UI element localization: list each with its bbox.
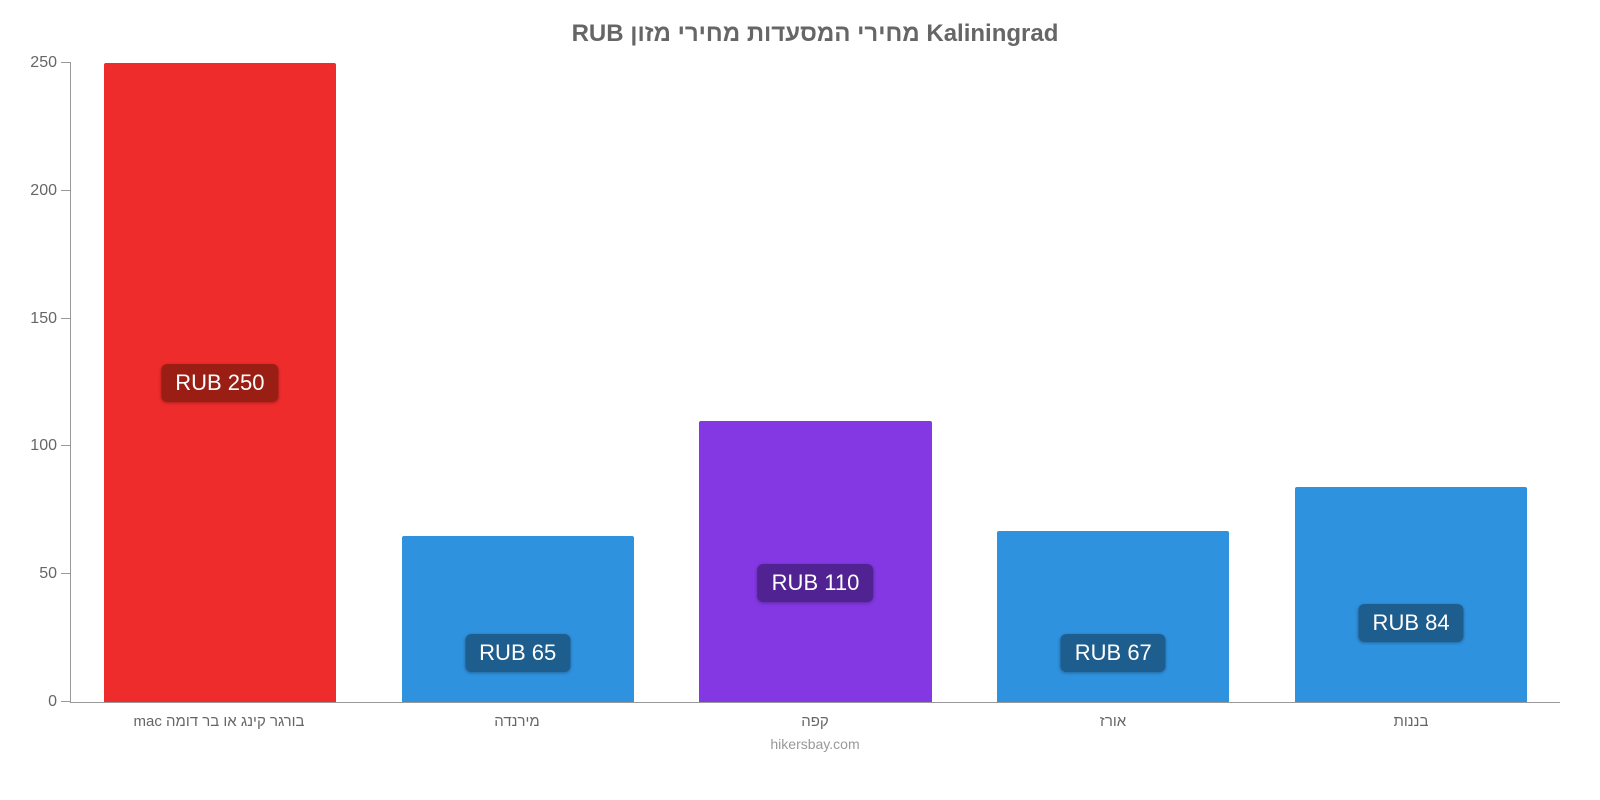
x-axis-label: מירנדה [368,713,666,730]
x-axis-label: אורז [964,713,1262,730]
bar-value-badge: RUB 67 [1061,634,1166,672]
x-axis-label: קפה [666,713,964,730]
bar-value-badge: RUB 65 [465,634,570,672]
bar [997,531,1229,702]
bar [699,421,931,702]
y-tick [61,573,71,574]
y-axis-label: 250 [30,54,57,72]
bar-slot: RUB 84 [1262,63,1560,702]
bar-slot: RUB 250 [71,63,369,702]
x-axis-label: בורגר קינג או בר דומה mac [70,713,368,730]
y-axis-label: 0 [48,693,57,711]
bar-value-badge: RUB 250 [161,364,278,402]
bar-slot: RUB 67 [964,63,1262,702]
bar [402,536,634,702]
bar-value-badge: RUB 110 [758,564,874,602]
chart-title: Kaliningrad מחירי המסעדות מחירי מזון RUB [70,20,1560,48]
y-axis-label: 100 [30,437,57,455]
chart-credit: hikersbay.com [70,736,1560,752]
y-tick [61,701,71,702]
chart-container: Kaliningrad מחירי המסעדות מחירי מזון RUB… [0,0,1600,800]
y-axis-label: 150 [30,310,57,328]
y-tick [61,62,71,63]
x-axis-labels: בורגר קינג או בר דומה macמירנדהקפהאורזבנ… [70,713,1560,730]
y-tick [61,318,71,319]
y-tick [61,445,71,446]
y-tick [61,190,71,191]
plot-area: RUB 250RUB 65RUB 110RUB 67RUB 84 0501001… [70,63,1560,703]
bars-row: RUB 250 RUB 65 RUB 110 RUB 67 RUB 84 [71,63,1560,702]
y-axis-label: 50 [39,565,57,583]
bar [1295,487,1527,702]
bar-slot: RUB 65 [369,63,667,702]
y-axis-label: 200 [30,182,57,200]
bar-value-badge: RUB 84 [1359,604,1464,642]
bar-slot: RUB 110 [667,63,965,702]
x-axis-label: בננות [1262,713,1560,730]
